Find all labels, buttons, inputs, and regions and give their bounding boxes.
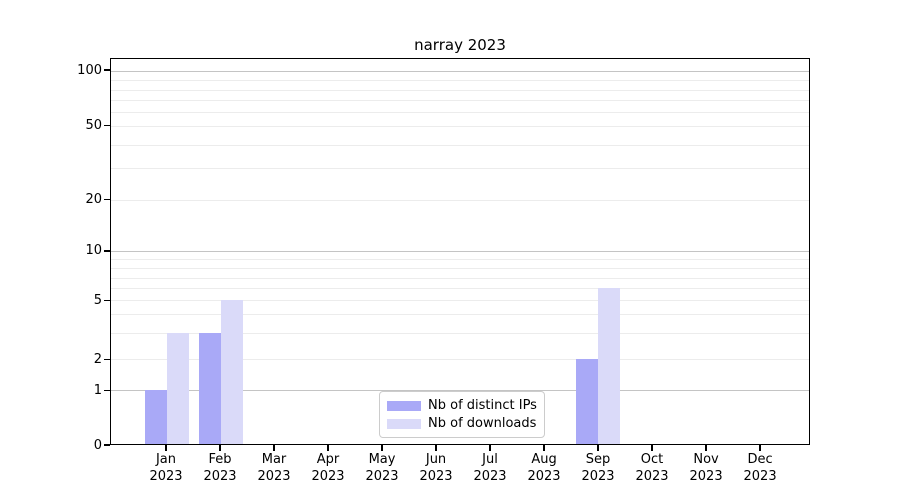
gridline-minor-4 xyxy=(111,313,809,315)
xtick-label-feb: Feb 2023 xyxy=(203,452,237,484)
ytick-mark-50 xyxy=(104,124,110,127)
ytick-label-100: 100 xyxy=(77,62,102,78)
gridline-minor-7 xyxy=(111,277,809,279)
xtick-label-apr: Apr 2023 xyxy=(311,452,345,484)
gridline-minor-9 xyxy=(111,259,809,260)
bar-downloads-jan xyxy=(166,333,189,444)
ytick-label-10: 10 xyxy=(85,243,102,259)
ytick-label-2: 2 xyxy=(93,352,102,368)
gridline-minor-40 xyxy=(111,145,809,146)
ytick-mark-1 xyxy=(104,390,110,392)
xtick-label-oct: Oct 2023 xyxy=(635,452,669,484)
xtick-mark-jun xyxy=(435,445,437,451)
legend-label-distinct-ips: Nb of distinct IPs xyxy=(428,398,537,413)
ytick-mark-0 xyxy=(104,444,110,446)
legend-row-distinct-ips: Nb of distinct IPs xyxy=(387,398,537,413)
legend-swatch-downloads xyxy=(387,418,421,429)
xtick-label-nov: Nov 2023 xyxy=(689,452,723,484)
ytick-label-5: 5 xyxy=(93,292,102,308)
ytick-mark-2 xyxy=(104,358,110,361)
ytick-label-20: 20 xyxy=(85,192,102,208)
xtick-mark-dec xyxy=(759,445,761,451)
gridline-major-10 xyxy=(111,250,809,252)
xtick-mark-jul xyxy=(489,445,491,451)
legend-row-downloads: Nb of downloads xyxy=(387,416,537,431)
ytick-label-50: 50 xyxy=(85,117,102,133)
bar-distinct-ips-jan xyxy=(144,390,167,444)
gridline-minor-2 xyxy=(111,358,809,360)
gridline-minor-30 xyxy=(111,167,809,169)
xtick-label-jun: Jun 2023 xyxy=(419,452,453,484)
xtick-mark-apr xyxy=(327,445,329,451)
xtick-label-jul: Jul 2023 xyxy=(473,452,507,484)
gridline-minor-60 xyxy=(111,112,809,113)
gridline-minor-3 xyxy=(111,333,809,334)
legend-label-downloads: Nb of downloads xyxy=(428,416,537,431)
legend-swatch-distinct-ips xyxy=(387,400,421,411)
ytick-mark-5 xyxy=(104,299,110,301)
xtick-mark-nov xyxy=(705,445,707,451)
xtick-mark-sep xyxy=(597,445,599,451)
gridline-minor-20 xyxy=(111,199,809,201)
gridline-major-100 xyxy=(111,71,809,72)
bar-downloads-feb xyxy=(220,300,243,444)
gridline-minor-70 xyxy=(111,100,809,101)
gridline-minor-80 xyxy=(111,89,809,91)
chart-title: narray 2023 xyxy=(414,36,506,54)
ytick-mark-100 xyxy=(104,69,110,71)
bar-distinct-ips-sep xyxy=(575,359,598,444)
xtick-label-dec: Dec 2023 xyxy=(743,452,777,484)
xtick-mark-jan xyxy=(165,445,167,451)
gridline-minor-90 xyxy=(111,79,809,81)
ytick-label-1: 1 xyxy=(93,383,102,399)
xtick-label-sep: Sep 2023 xyxy=(581,452,615,484)
ytick-mark-10 xyxy=(104,250,110,252)
xtick-label-may: May 2023 xyxy=(365,452,399,484)
ytick-label-0: 0 xyxy=(93,437,102,453)
legend: Nb of distinct IPs Nb of downloads xyxy=(379,391,545,438)
xtick-label-jan: Jan 2023 xyxy=(149,452,183,484)
xtick-label-aug: Aug 2023 xyxy=(527,452,561,484)
gridline-minor-50 xyxy=(111,125,809,127)
bar-distinct-ips-feb xyxy=(198,333,221,444)
gridline-minor-5 xyxy=(111,300,809,301)
gridline-minor-8 xyxy=(111,268,809,270)
xtick-mark-mar xyxy=(273,445,275,451)
plot-area xyxy=(110,58,810,445)
xtick-mark-aug xyxy=(543,445,545,451)
xtick-mark-feb xyxy=(219,445,221,451)
gridline-major-1 xyxy=(111,389,809,391)
ytick-mark-20 xyxy=(104,199,110,201)
bar-downloads-sep xyxy=(597,288,620,444)
xtick-mark-oct xyxy=(651,445,653,451)
gridline-minor-6 xyxy=(111,287,809,289)
xtick-label-mar: Mar 2023 xyxy=(257,452,291,484)
xtick-mark-may xyxy=(381,445,383,451)
